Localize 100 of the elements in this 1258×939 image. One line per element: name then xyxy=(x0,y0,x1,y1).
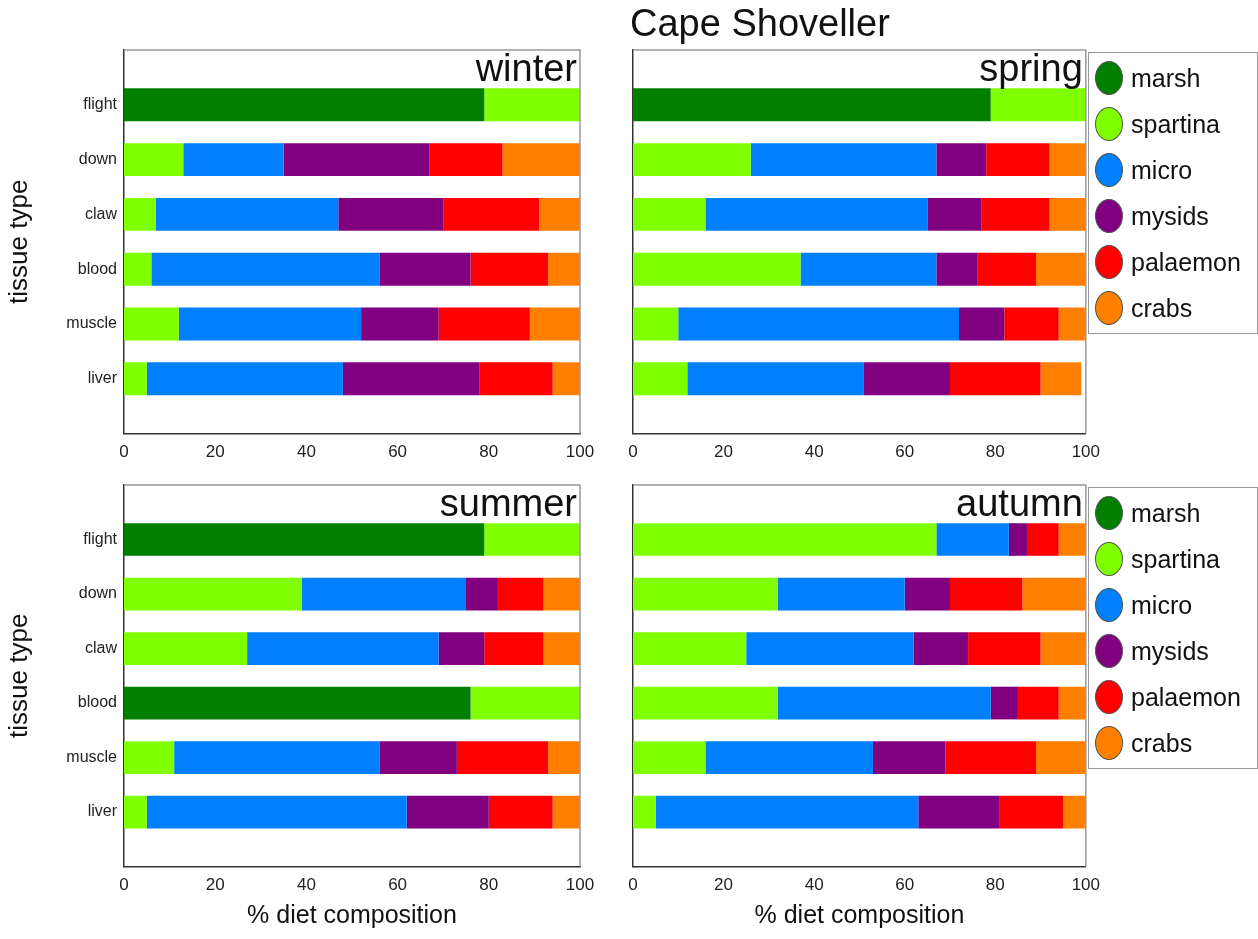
y-tick-label: claw xyxy=(84,638,118,656)
bar xyxy=(124,686,471,720)
bar xyxy=(655,795,919,829)
x-tick-label: 80 xyxy=(985,442,1005,462)
x-tick-label: 60 xyxy=(895,442,915,462)
bar xyxy=(800,252,937,286)
bar xyxy=(548,252,580,286)
x-tick-label: 0 xyxy=(628,442,638,462)
bar xyxy=(174,741,380,774)
bar xyxy=(936,143,987,177)
bar xyxy=(429,143,503,177)
bar xyxy=(443,197,539,231)
bar xyxy=(705,197,928,231)
bar xyxy=(124,795,147,829)
x-tick-label: 80 xyxy=(985,875,1005,895)
bar xyxy=(247,632,439,665)
bar xyxy=(1040,362,1082,396)
bar xyxy=(1040,632,1086,665)
bar xyxy=(872,741,946,774)
bar xyxy=(155,197,339,231)
bar xyxy=(124,741,175,774)
bar xyxy=(1004,307,1059,341)
bar xyxy=(1049,143,1086,177)
y-tick-label: down xyxy=(78,584,117,602)
bar xyxy=(543,632,580,665)
bar xyxy=(484,523,580,556)
bar xyxy=(438,632,485,665)
bar xyxy=(283,143,430,177)
bar xyxy=(301,577,466,611)
bar xyxy=(968,632,1041,665)
bar xyxy=(633,577,778,611)
x-tick-label: 100 xyxy=(1071,442,1101,462)
bar xyxy=(633,795,656,829)
bar xyxy=(1058,307,1086,341)
x-tick-label: 20 xyxy=(714,442,734,462)
y-tick-label: claw xyxy=(84,204,118,222)
x-tick-label: 100 xyxy=(565,875,595,895)
bar xyxy=(484,88,580,122)
y-tick-label: flight xyxy=(83,529,118,547)
legend-label: spartina xyxy=(1131,544,1220,574)
x-tick-label: 0 xyxy=(119,442,129,462)
x-tick-label: 60 xyxy=(388,442,408,462)
bar xyxy=(981,197,1050,231)
bar xyxy=(124,632,248,665)
bar xyxy=(949,362,1041,396)
bar xyxy=(1036,252,1086,286)
bar xyxy=(936,252,978,286)
bar xyxy=(633,88,991,122)
bar xyxy=(705,741,873,774)
bar xyxy=(124,362,147,396)
bar xyxy=(977,252,1037,286)
chart-title: winter xyxy=(474,47,578,89)
legend-label: mysids xyxy=(1131,201,1209,231)
legend-label: palaemon xyxy=(1131,682,1241,712)
bar xyxy=(633,741,706,774)
y-axis-title: tissue type xyxy=(2,613,33,738)
x-tick-label: 60 xyxy=(895,875,915,895)
bar xyxy=(936,523,1009,556)
bar xyxy=(1036,741,1086,774)
bar xyxy=(151,252,380,286)
bar xyxy=(124,523,485,556)
x-tick-label: 40 xyxy=(804,442,824,462)
bar xyxy=(949,577,1023,611)
legend-label: marsh xyxy=(1131,498,1201,528)
y-tick-label: liver xyxy=(87,369,118,387)
bar xyxy=(379,252,471,286)
bar xyxy=(124,577,302,611)
bar xyxy=(687,362,864,396)
bar xyxy=(470,252,549,286)
bar xyxy=(470,686,580,720)
bar xyxy=(466,577,498,611)
x-tick-label: 60 xyxy=(388,875,408,895)
bar xyxy=(750,143,937,177)
bar xyxy=(927,197,982,231)
y-tick-label: liver xyxy=(87,802,118,820)
x-tick-label: 20 xyxy=(205,442,225,462)
chart-title: spring xyxy=(979,47,1083,89)
bar xyxy=(124,88,485,122)
bar xyxy=(777,577,905,611)
bar xyxy=(479,362,553,396)
x-tick-label: 80 xyxy=(479,442,499,462)
bar xyxy=(124,197,156,231)
y-axis-title: tissue type xyxy=(2,179,33,304)
bar xyxy=(1049,197,1086,231)
bar xyxy=(146,362,343,396)
bar xyxy=(990,88,1086,122)
bar xyxy=(633,143,751,177)
bar xyxy=(406,795,489,829)
bar xyxy=(904,577,950,611)
bar xyxy=(146,795,407,829)
legend-label: micro xyxy=(1131,155,1193,185)
bar xyxy=(456,741,549,774)
bar xyxy=(1017,686,1059,720)
x-tick-label: 20 xyxy=(205,875,225,895)
bar xyxy=(1058,523,1086,556)
bar xyxy=(746,632,914,665)
y-tick-label: blood xyxy=(77,693,117,711)
legend-label: palaemon xyxy=(1131,247,1241,277)
bar xyxy=(178,307,362,341)
bar xyxy=(338,197,444,231)
